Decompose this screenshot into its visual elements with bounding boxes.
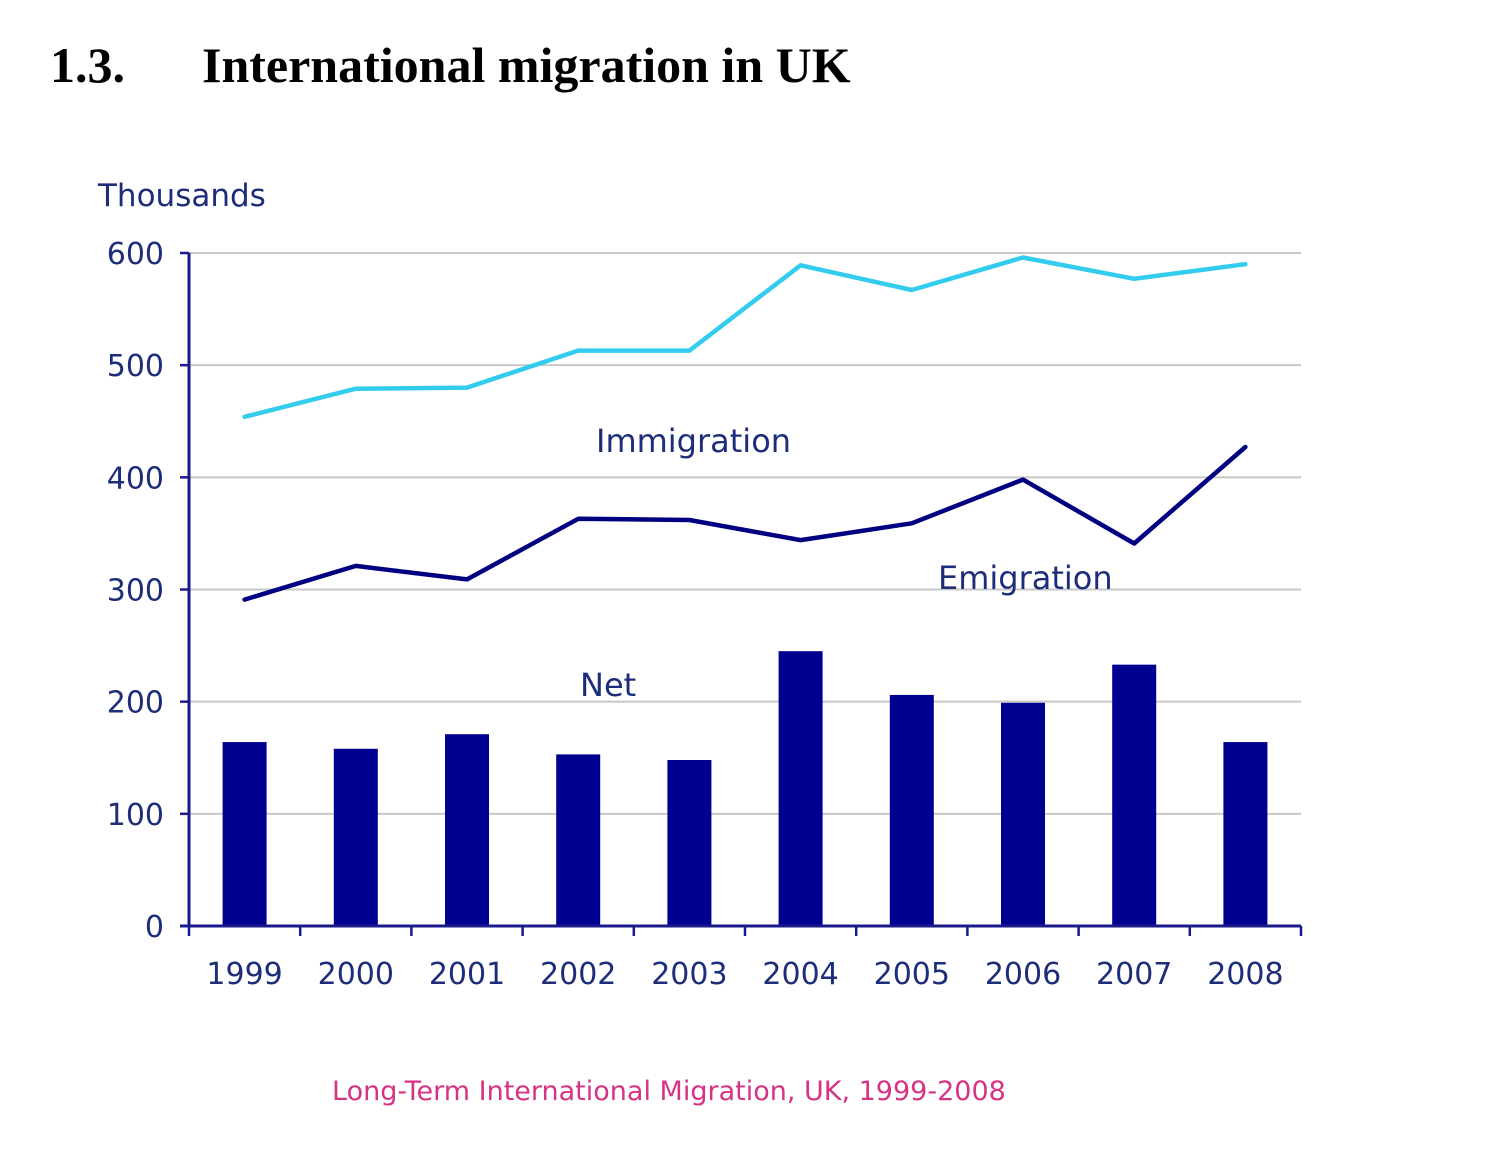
- y-tick-label-600: 600: [107, 237, 164, 272]
- y-tick-label-300: 300: [107, 574, 164, 609]
- y-tick-label-100: 100: [107, 798, 164, 833]
- y-axis-label: Thousands: [97, 178, 266, 214]
- series-label-emigration: Emigration: [938, 559, 1113, 597]
- series-label-immigration: Immigration: [596, 422, 791, 460]
- x-tick-label-2005: 2005: [874, 957, 950, 992]
- chart-caption: Long-Term International Migration, UK, 1…: [332, 1076, 1006, 1107]
- x-tick-label-1999: 1999: [206, 957, 282, 992]
- series-lines: [242, 255, 1248, 602]
- y-tick-label-400: 400: [107, 461, 164, 496]
- line-emigration: [242, 444, 1248, 602]
- bar-net-2004: [778, 651, 823, 926]
- x-tick-label-2003: 2003: [651, 957, 727, 992]
- y-tick-label-200: 200: [107, 686, 164, 721]
- y-tick-label-0: 0: [145, 910, 164, 945]
- series-label-net: Net: [580, 666, 636, 704]
- bar-net-2003: [667, 759, 712, 926]
- x-tick-label-2006: 2006: [985, 957, 1061, 992]
- bar-net-1999: [222, 742, 267, 926]
- y-tick-label-500: 500: [107, 349, 164, 384]
- net-bars: [222, 651, 1268, 926]
- x-tick-label-2007: 2007: [1096, 957, 1172, 992]
- bar-net-2006: [1001, 702, 1045, 926]
- heading-title: International migration in UK: [202, 37, 851, 93]
- axes: [180, 251, 1303, 936]
- tick-labels: 0 100 200 300 400 500 600 1999 2000 2001 2002 2003 2…: [107, 237, 1284, 992]
- x-tick-label-2004: 2004: [762, 957, 838, 992]
- x-tick-label-2001: 2001: [429, 957, 505, 992]
- x-tick-label-2008: 2008: [1207, 957, 1283, 992]
- x-tick-label-2002: 2002: [540, 957, 616, 992]
- line-immigration: [242, 255, 1248, 420]
- bar-net-2002: [556, 754, 601, 926]
- bar-net-2005: [889, 694, 934, 926]
- bar-net-2008: [1223, 742, 1268, 926]
- bar-net-2000: [333, 748, 378, 926]
- page-heading: 1.3. International migration in UK: [50, 36, 851, 94]
- bar-net-2007: [1112, 664, 1157, 926]
- heading-number: 1.3.: [50, 37, 125, 93]
- bar-net-2001: [445, 734, 489, 926]
- x-tick-label-2000: 2000: [318, 957, 394, 992]
